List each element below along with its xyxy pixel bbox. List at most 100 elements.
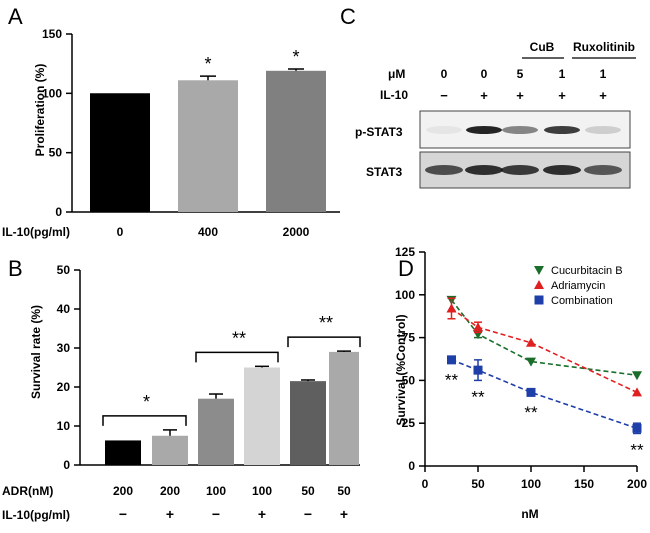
panel-b-bar <box>329 351 359 465</box>
panel-a-ytick-label: 150 <box>42 27 62 41</box>
panel-a-significance: * <box>204 54 211 74</box>
panel-c-pstat3-band <box>585 126 621 134</box>
panel-d-point <box>632 387 642 397</box>
panel-d-xtick-label: 150 <box>574 477 594 491</box>
panel-a-ytick-label: 100 <box>42 86 62 100</box>
panel-d-series-line <box>451 359 638 430</box>
panel-c-il10-value: − <box>440 88 448 103</box>
panel-b-row-label-il10: IL-10(pg/ml) <box>2 508 70 522</box>
panel-b-ytick-label: 50 <box>57 263 71 277</box>
panel-c-um-value: 1 <box>600 67 607 81</box>
panel-c-group-cub: CuB <box>530 40 555 54</box>
panel-b-bracket <box>287 336 361 348</box>
panel-a-letter: A <box>8 4 23 29</box>
panel-b-bracket-label: ** <box>319 313 333 333</box>
panel-b-ytick-label: 40 <box>57 302 71 316</box>
panel-b-il10-label: − <box>119 506 127 522</box>
panel-b-adr-label: 200 <box>160 484 180 498</box>
panel-b-il10-label: + <box>340 506 348 522</box>
panel-c-stat3-band <box>425 165 463 175</box>
panel-b-bar <box>152 435 188 465</box>
panel-d-series-line <box>451 307 638 394</box>
panel-d-legend-marker <box>534 280 544 289</box>
panel-c-pstat3-blot <box>419 110 631 149</box>
panel-b-bar <box>105 440 141 465</box>
panel-b-letter: B <box>8 256 23 281</box>
panel-c-il10-value: + <box>558 88 566 103</box>
panel-c-pstat3-band <box>426 126 462 134</box>
panel-d-xtick-label: 0 <box>422 477 429 491</box>
panel-b-bar <box>198 398 234 465</box>
panel-c-um-value: 0 <box>441 67 448 81</box>
panel-c-stat3-band <box>584 165 622 175</box>
panel-d-point <box>473 365 483 375</box>
panel-d-point <box>526 387 536 397</box>
panel-d-legend-label: Adriamycin <box>551 280 605 292</box>
panel-c-letter: C <box>340 4 356 29</box>
panel-b-adr-label: 200 <box>113 484 133 498</box>
panel-b-adr-label: 100 <box>206 484 226 498</box>
panel-c-group-ruxolitinib: Ruxolitinib <box>573 40 635 54</box>
panel-d-point <box>632 423 642 433</box>
panel-a-xlabel: IL-10(pg/ml) <box>2 225 70 239</box>
panel-b-il10-label: − <box>304 506 312 522</box>
panel-c-stat3-band <box>501 165 539 175</box>
panel-a-bar <box>178 80 238 212</box>
panel-d-annotation: ** <box>524 403 538 422</box>
panel-d-annotation: ** <box>471 387 485 406</box>
panel-d-ytick-label: 25 <box>402 416 416 430</box>
panel-d-point <box>526 357 536 367</box>
panel-a-ylabel: Proliferation (%) <box>33 64 47 157</box>
panel-b-bar <box>290 381 326 465</box>
panel-a-category-label: 2000 <box>283 225 310 239</box>
panel-b-il10-label: + <box>166 506 174 522</box>
panel-c-um-label: μM <box>388 67 405 81</box>
panel-d-xtick-label: 100 <box>521 477 541 491</box>
panel-b-adr-label: 50 <box>337 484 351 498</box>
panel-d-ylabel: Survival (%Control) <box>394 314 408 425</box>
panel-d-point <box>447 355 456 365</box>
panel-c-stat3-band <box>543 165 581 175</box>
panel-d-ytick-label: 75 <box>402 331 416 345</box>
panel-d-letter: D <box>398 256 414 281</box>
panel-b-adr-label: 100 <box>252 484 272 498</box>
panel-b-bracket-label: ** <box>232 328 246 348</box>
panel-b-adr-label: 50 <box>301 484 315 498</box>
panel-d-legend-marker <box>534 295 544 305</box>
panel-a-bar <box>266 70 326 212</box>
panel-c-il10-value: + <box>599 88 607 103</box>
panel-d-point <box>526 337 536 347</box>
panel-c-pstat3-band <box>544 126 580 134</box>
panel-d-ytick-label: 100 <box>395 288 415 302</box>
panel-c-stat3-band <box>465 165 503 175</box>
panel-a-ytick-label: 0 <box>55 205 62 219</box>
panel-d-ytick-label: 0 <box>408 459 415 473</box>
panel-c-blot-label-stat3: STAT3 <box>366 165 403 179</box>
panel-d-ytick-label: 50 <box>402 373 416 387</box>
panel-b-bar <box>244 367 280 465</box>
panel-b-bracket <box>195 351 279 363</box>
panel-d-xtick-label: 50 <box>471 477 485 491</box>
panel-b-ytick-label: 30 <box>57 341 71 355</box>
panel-d-xtick-label: 200 <box>627 477 647 491</box>
panel-b-il10-label: − <box>212 506 220 522</box>
panel-b-row-label-adr: ADR(nM) <box>2 484 53 498</box>
panel-c-um-value: 1 <box>559 67 566 81</box>
panel-a-bar <box>90 93 150 212</box>
panel-b-il10-label: + <box>258 506 266 522</box>
panel-a-significance: * <box>292 47 299 67</box>
panel-c-um-value: 0 <box>481 67 488 81</box>
panel-d-xlabel: nM <box>521 507 538 521</box>
panel-c-pstat3-band <box>502 126 538 134</box>
panel-c-pstat3-band <box>466 126 502 134</box>
panel-d-legend-label: Cucurbitacin B <box>551 265 623 277</box>
panel-a-ytick-label: 50 <box>49 146 63 160</box>
panel-d-point <box>473 322 483 332</box>
panel-b-ytick-label: 0 <box>63 458 70 472</box>
panel-c-il10-value: + <box>480 88 488 103</box>
panel-d-point <box>446 303 457 313</box>
panel-d-ytick-label: 125 <box>395 245 415 259</box>
panel-d-legend-label: Combination <box>551 295 613 307</box>
panel-d-legend-marker <box>534 266 544 275</box>
